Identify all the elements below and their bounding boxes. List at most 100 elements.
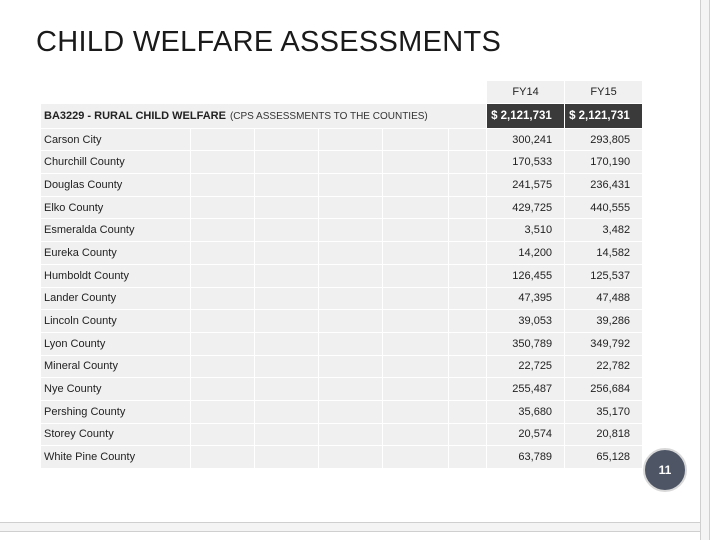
empty-cell <box>382 195 449 220</box>
empty-cell <box>318 195 383 220</box>
fy14-header: FY14 <box>486 80 566 104</box>
empty-cell <box>318 263 383 288</box>
empty-cell <box>382 127 449 152</box>
fy14-value-cell: 170,533 <box>486 150 566 175</box>
empty-cell <box>190 127 255 152</box>
fy14-value-cell: 14,200 <box>486 241 566 265</box>
table-row: Douglas County 241,575 236,431 <box>40 173 644 197</box>
empty-cell <box>318 286 383 311</box>
empty-cell <box>447 241 488 265</box>
empty-cell <box>318 150 383 175</box>
fy14-value-cell: 35,680 <box>486 399 566 424</box>
empty-cell <box>447 377 488 401</box>
empty-cell <box>382 218 449 243</box>
empty-cell <box>447 286 488 311</box>
fy14-value-cell: 22,725 <box>486 354 566 379</box>
empty-cell <box>382 150 449 175</box>
fy14-value-cell: 350,789 <box>486 331 566 356</box>
empty-cell <box>254 127 319 152</box>
empty-cell <box>254 354 319 379</box>
fy14-value-cell: 241,575 <box>486 173 566 197</box>
fy14-value-cell: 63,789 <box>486 445 566 469</box>
empty-cell <box>318 218 383 243</box>
fy15-value-cell: 236,431 <box>564 173 644 197</box>
program-fy14-total: $ 2,121,731 <box>486 102 566 129</box>
county-name-cell: Storey County <box>40 422 191 447</box>
county-name-cell: Nye County <box>40 377 191 401</box>
empty-cell <box>318 309 383 333</box>
county-name-cell: Humboldt County <box>40 263 191 288</box>
empty-cell <box>190 445 255 469</box>
empty-cell <box>254 286 319 311</box>
fy15-value-cell: 349,792 <box>564 331 644 356</box>
empty-cell <box>254 150 319 175</box>
empty-cell <box>254 331 319 356</box>
fy15-value-cell: 170,190 <box>564 150 644 175</box>
empty-cell <box>190 399 255 424</box>
table-row: Mineral County 22,725 22,782 <box>40 354 644 379</box>
empty-cell <box>382 422 449 447</box>
empty-cell <box>318 173 383 197</box>
table-row: Elko County 429,725 440,555 <box>40 195 644 220</box>
empty-cell <box>190 218 255 243</box>
county-name-cell: Pershing County <box>40 399 191 424</box>
county-name-cell: Mineral County <box>40 354 191 379</box>
fy15-value-cell: 14,582 <box>564 241 644 265</box>
empty-cell <box>254 263 319 288</box>
program-row: BA3229 - RURAL CHILD WELFARE (CPS ASSESSM… <box>39 102 644 129</box>
county-name-cell: Carson City <box>40 127 191 152</box>
table-row: Humboldt County 126,455 125,537 <box>40 263 644 288</box>
empty-cell <box>254 377 319 401</box>
county-name-cell: Lyon County <box>40 331 191 356</box>
fy15-value-cell: 39,286 <box>564 309 644 333</box>
fy15-value-cell: 20,818 <box>564 422 644 447</box>
fy15-value-cell: 47,488 <box>564 286 644 311</box>
county-name-cell: Douglas County <box>40 173 191 197</box>
empty-cell <box>447 422 488 447</box>
empty-cell <box>447 445 488 469</box>
empty-cell <box>382 445 449 469</box>
empty-cell <box>382 309 449 333</box>
fy15-value-cell: 440,555 <box>564 195 644 220</box>
empty-cell <box>254 195 319 220</box>
empty-cell <box>318 241 383 265</box>
fy15-header: FY15 <box>564 80 644 104</box>
empty-cell <box>190 286 255 311</box>
empty-cell <box>254 445 319 469</box>
empty-cell <box>447 218 488 243</box>
table-row: Pershing County 35,680 35,170 <box>40 399 644 424</box>
fy14-value-cell: 429,725 <box>486 195 566 220</box>
empty-cell <box>254 218 319 243</box>
empty-cell <box>190 150 255 175</box>
assessment-table-container: FY14 FY15 BA3229 - RURAL CHILD WELFARE (C… <box>39 80 644 469</box>
fy-header-row: FY14 FY15 <box>39 80 644 104</box>
empty-cell <box>190 377 255 401</box>
fy15-value-cell: 35,170 <box>564 399 644 424</box>
fy14-value-cell: 300,241 <box>486 127 566 152</box>
empty-cell <box>254 399 319 424</box>
empty-cell <box>447 309 488 333</box>
empty-cell <box>447 354 488 379</box>
slide-frame-right <box>700 0 710 540</box>
empty-cell <box>190 309 255 333</box>
fy14-value-cell: 20,574 <box>486 422 566 447</box>
empty-cell <box>254 173 319 197</box>
empty-cell <box>190 331 255 356</box>
table-row: Eureka County 14,200 14,582 <box>40 241 644 265</box>
empty-cell <box>382 263 449 288</box>
empty-cell <box>318 377 383 401</box>
fy14-value-cell: 39,053 <box>486 309 566 333</box>
fy14-value-cell: 3,510 <box>486 218 566 243</box>
empty-cell <box>318 422 383 447</box>
table-row: Nye County 255,487 256,684 <box>40 377 644 401</box>
empty-cell <box>382 241 449 265</box>
empty-cell <box>447 399 488 424</box>
empty-cell <box>254 241 319 265</box>
empty-cell <box>382 286 449 311</box>
slide-title: CHILD WELFARE ASSESSMENTS <box>36 26 502 58</box>
program-label: BA3229 - RURAL CHILD WELFARE <box>44 109 226 122</box>
empty-cell <box>447 173 488 197</box>
empty-cell <box>318 127 383 152</box>
empty-cell <box>318 445 383 469</box>
page-number-badge: 11 <box>643 448 687 492</box>
